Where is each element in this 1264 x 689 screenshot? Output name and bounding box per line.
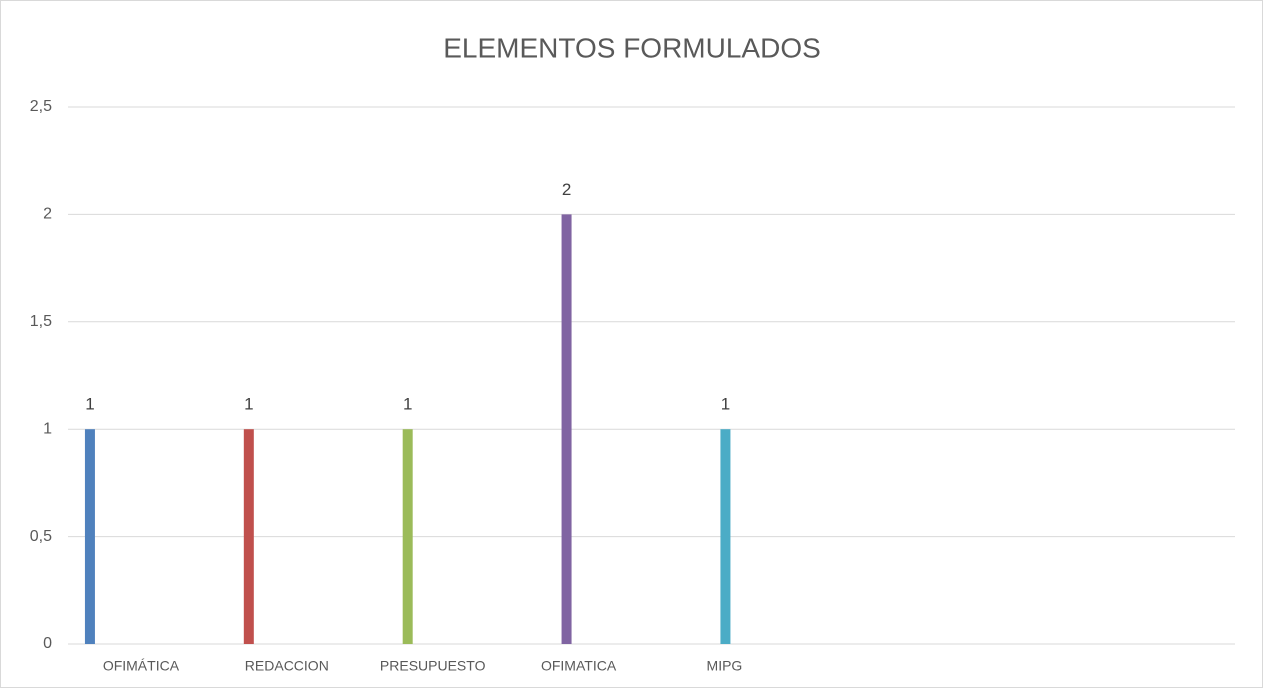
x-tick-label: MIPG [707,658,743,674]
data-label: 2 [562,180,571,199]
y-tick-label: 2 [43,206,52,223]
data-label: 1 [403,395,412,414]
x-tick-label: PRESUPUESTO [380,658,486,674]
x-tick-label: OFIMÁTICA [103,658,180,674]
x-tick-label: REDACCION [245,658,329,674]
x-tick-label: OFIMATICA [541,658,617,674]
data-label: 1 [244,395,253,414]
chart-title: ELEMENTOS FORMULADOS [443,32,821,63]
y-tick-label: 0,5 [30,528,52,545]
bar [402,429,413,644]
y-tick-label: 1,5 [30,313,52,330]
y-tick-label: 0 [43,635,52,652]
y-tick-label: 1 [43,420,52,437]
data-label: 1 [721,395,730,414]
bar [84,429,95,644]
bar [561,214,572,644]
bar [243,429,254,644]
y-tick-label: 2,5 [30,98,52,115]
data-label: 1 [85,395,94,414]
bar [720,429,731,644]
